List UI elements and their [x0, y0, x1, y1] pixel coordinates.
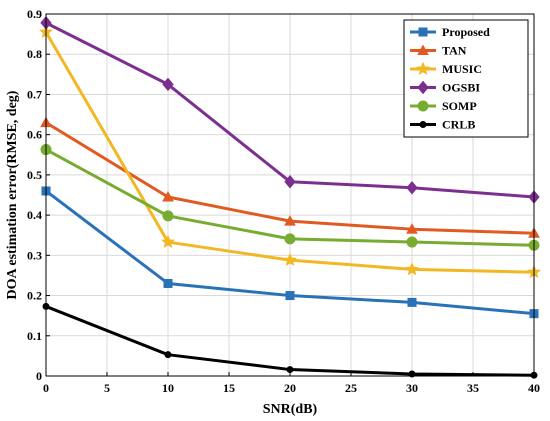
data-point — [406, 236, 418, 248]
legend-label: OGSBI — [442, 81, 480, 95]
series-layer — [39, 16, 541, 379]
data-point — [284, 233, 296, 245]
legend-marker — [417, 44, 429, 55]
legend-label: CRLB — [442, 118, 475, 132]
x-tick-label: 0 — [43, 381, 49, 395]
data-point — [284, 174, 296, 189]
legend-marker — [417, 80, 429, 95]
legend: Proposed TAN MUSIC OGSBI SOMP CRLB — [403, 19, 529, 138]
tick-labels: 0 5 10 15 20 25 30 35 40 0 0.1 0.2 0.3 0.4 0.5 0.6 0.7 0.… — [27, 7, 540, 395]
legend-label: Proposed — [442, 25, 490, 39]
data-point — [286, 366, 294, 374]
legend-item: Proposed — [410, 25, 490, 39]
data-point — [162, 190, 174, 202]
x-tick-label: 40 — [528, 381, 540, 395]
data-point — [405, 262, 419, 276]
data-point — [285, 291, 295, 301]
legend-marker — [417, 100, 429, 112]
data-point — [406, 223, 418, 234]
legend-item: CRLB — [410, 118, 475, 132]
legend-label: TAN — [442, 44, 467, 58]
data-point — [406, 180, 418, 195]
data-point — [162, 77, 174, 92]
legend-marker — [418, 27, 428, 37]
y-tick-label: 0.7 — [27, 87, 42, 101]
data-point — [284, 215, 296, 226]
x-tick-label: 25 — [345, 381, 357, 395]
legend-item: MUSIC — [410, 61, 482, 76]
x-tick-label: 15 — [223, 381, 235, 395]
x-tick-label: 20 — [284, 381, 296, 395]
x-tick-label: 5 — [104, 381, 110, 395]
legend-box — [403, 19, 529, 138]
legend-item: OGSBI — [410, 81, 480, 95]
legend-item: TAN — [410, 44, 467, 58]
y-tick-label: 0.9 — [27, 7, 42, 21]
data-point — [407, 297, 417, 307]
legend-marker — [416, 61, 430, 75]
series-proposed — [41, 186, 539, 319]
data-point — [163, 278, 173, 288]
legend-marker — [419, 121, 427, 128]
legend-label: MUSIC — [442, 62, 482, 76]
data-point — [164, 351, 172, 359]
legend-item: SOMP — [410, 99, 477, 113]
y-axis-label: DOA estimation error(RMSE, deg) — [5, 90, 20, 299]
y-tick-label: 0 — [36, 369, 42, 383]
y-tick-label: 0.5 — [27, 168, 42, 182]
data-point — [162, 210, 174, 222]
y-tick-label: 0.1 — [27, 329, 42, 343]
x-tick-label: 35 — [467, 381, 479, 395]
x-tick-label: 30 — [406, 381, 418, 395]
data-point — [161, 234, 175, 248]
data-point — [283, 252, 297, 267]
x-axis-label: SNR(dB) — [263, 402, 318, 417]
y-tick-label: 0.8 — [27, 47, 42, 61]
y-tick-label: 0.4 — [27, 208, 42, 222]
y-tick-label: 0.3 — [27, 248, 42, 262]
x-tick-label: 10 — [162, 381, 174, 395]
y-tick-label: 0.6 — [27, 128, 42, 142]
legend-label: SOMP — [442, 99, 477, 113]
y-tick-label: 0.2 — [27, 289, 42, 303]
